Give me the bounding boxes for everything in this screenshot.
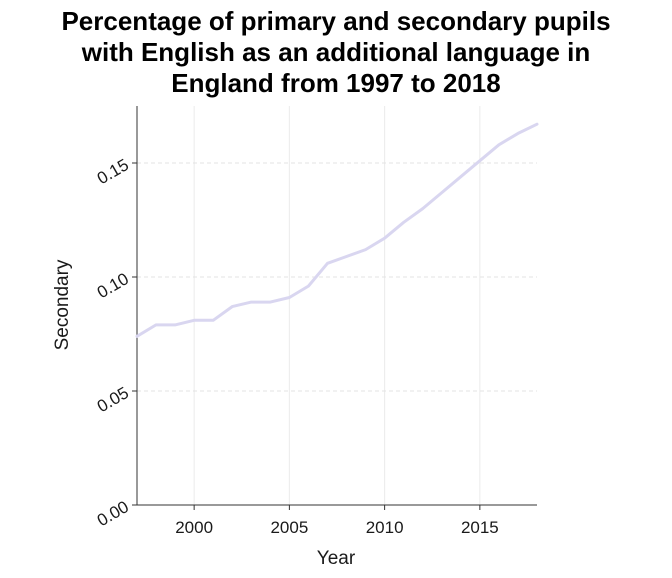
chart-title-line-1: Percentage of primary and secondary pupi… xyxy=(61,6,611,36)
y-tick-label-1: 0.05 xyxy=(94,383,132,416)
y-axis-title: Secondary xyxy=(52,259,73,350)
y-tick-label-0: 0.00 xyxy=(94,497,132,530)
y-tick-label-3: 0.15 xyxy=(94,155,132,188)
grid-lines xyxy=(137,106,537,505)
x-tick-label-2005: 2005 xyxy=(270,518,308,537)
axes xyxy=(132,106,537,510)
y-tick-labels: 0.00 0.05 0.10 0.15 xyxy=(94,155,132,530)
y-tick-label-2: 0.10 xyxy=(94,269,132,302)
chart-title-line-3: England from 1997 to 2018 xyxy=(171,68,501,98)
chart-title-line-2: with English as an additional language i… xyxy=(81,37,591,67)
chart-title: Percentage of primary and secondary pupi… xyxy=(0,6,672,99)
x-tick-label-2000: 2000 xyxy=(175,518,213,537)
x-tick-label-2015: 2015 xyxy=(461,518,499,537)
x-tick-label-2010: 2010 xyxy=(366,518,404,537)
x-axis-title: Year xyxy=(317,548,356,569)
x-tick-labels: 2000 2005 2010 2015 xyxy=(175,518,499,537)
series-layer xyxy=(135,122,539,338)
series-line-0 xyxy=(135,122,539,338)
